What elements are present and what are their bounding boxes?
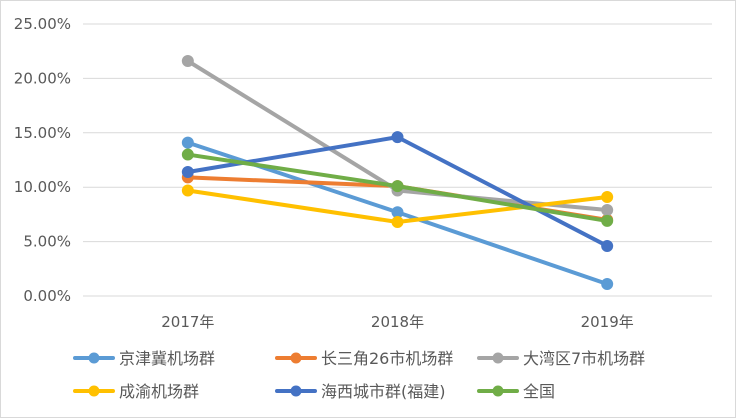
x-tick-label: 2017年 bbox=[161, 313, 214, 331]
data-point bbox=[181, 136, 194, 149]
data-point bbox=[601, 214, 614, 227]
x-tick-label: 2019年 bbox=[581, 313, 634, 331]
y-tick-label: 5.00% bbox=[23, 233, 71, 251]
legend-item: 大湾区7市机场群 bbox=[477, 349, 645, 368]
x-tick-label: 2018年 bbox=[371, 313, 424, 331]
x-axis-ticks: 2017年 2018年 2019年 bbox=[161, 313, 634, 331]
data-point bbox=[181, 54, 194, 67]
legend-item: 全国 bbox=[477, 382, 555, 401]
legend-label: 成渝机场群 bbox=[119, 382, 199, 401]
legend-item: 成渝机场群 bbox=[73, 382, 199, 401]
data-point bbox=[181, 148, 194, 161]
legend-label: 长三角26市机场群 bbox=[321, 349, 453, 368]
legend-swatch-marker bbox=[88, 352, 100, 364]
data-point bbox=[601, 278, 614, 291]
legend-swatch-marker bbox=[492, 352, 504, 364]
legend-swatch-marker bbox=[88, 385, 100, 397]
legend-swatch-marker bbox=[290, 352, 302, 364]
data-point bbox=[391, 216, 404, 229]
legend-label: 大湾区7市机场群 bbox=[523, 349, 645, 368]
y-tick-label: 20.00% bbox=[14, 69, 71, 87]
data-point bbox=[181, 184, 194, 197]
legend-item: 海西城市群(福建) bbox=[275, 382, 446, 401]
data-point bbox=[391, 180, 404, 193]
data-point bbox=[391, 131, 404, 144]
gridlines bbox=[83, 23, 712, 297]
data-point bbox=[601, 190, 614, 203]
y-tick-label: 10.00% bbox=[14, 178, 71, 196]
y-tick-label: 15.00% bbox=[14, 124, 71, 142]
y-tick-label: 25.00% bbox=[14, 15, 71, 33]
legend-item: 长三角26市机场群 bbox=[275, 349, 453, 368]
series-lines bbox=[181, 54, 614, 291]
legend-item: 京津冀机场群 bbox=[73, 349, 215, 368]
data-point bbox=[601, 204, 614, 217]
data-point bbox=[601, 239, 614, 252]
legend-swatch-marker bbox=[492, 385, 504, 397]
data-point bbox=[181, 165, 194, 178]
legend-label: 全国 bbox=[523, 382, 555, 401]
y-tick-label: 0.00% bbox=[23, 287, 71, 305]
legend-label: 京津冀机场群 bbox=[119, 349, 215, 368]
y-axis-ticks: 0.00% 5.00% 10.00% 15.00% 20.00% 25.00% bbox=[14, 15, 71, 305]
legend-swatch-marker bbox=[290, 385, 302, 397]
legend-label: 海西城市群(福建) bbox=[321, 382, 446, 401]
